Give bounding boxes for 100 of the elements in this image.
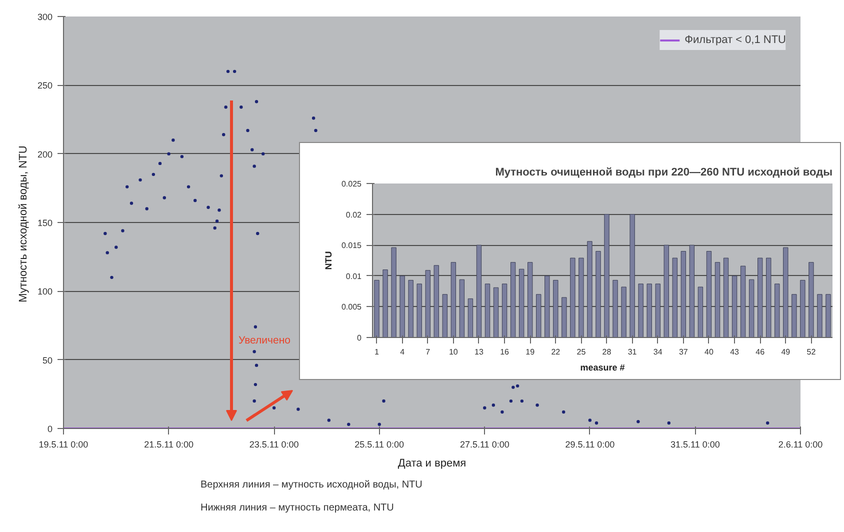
- bar: [528, 262, 533, 338]
- text: Верхняя линия – мутность исходной воды, NTU: [200, 480, 422, 490]
- bar: [562, 297, 567, 338]
- bar: [758, 258, 763, 338]
- bar: [425, 270, 430, 338]
- x-tick-label: 52: [806, 348, 816, 356]
- bar: [630, 214, 635, 338]
- legend-label: Фильтрат < 0,1 NTU: [684, 34, 786, 46]
- bar: [468, 298, 474, 338]
- x-tick-label: 23.5.11 0:00: [249, 440, 299, 450]
- bar: [655, 284, 660, 338]
- bar: [706, 251, 712, 338]
- bar: [740, 266, 746, 338]
- bar: [408, 280, 414, 338]
- y-tick-label: 0.01: [346, 272, 362, 281]
- y-tick-label: 300: [37, 12, 53, 22]
- x-tick-label: 21.5.11 0:00: [144, 440, 194, 450]
- bar: [638, 284, 644, 338]
- bar: [604, 214, 610, 338]
- bar: [664, 244, 669, 338]
- bar: [689, 244, 695, 338]
- y-tick-label: 100: [37, 286, 53, 297]
- text: Нижняя линия – мутность пермеата, NTU: [200, 502, 394, 514]
- x-axis-title: Дата и время: [398, 458, 466, 470]
- x-tick-label: 13: [474, 348, 484, 356]
- bar: [510, 262, 516, 338]
- bar: [774, 284, 780, 338]
- y-axis-title: NTU: [323, 251, 334, 270]
- bar: [723, 258, 729, 338]
- bar: [459, 279, 465, 338]
- x-tick-label: 46: [756, 348, 766, 356]
- bar: [450, 262, 456, 338]
- bar: [672, 258, 678, 338]
- annotation: Увеличено: [238, 334, 291, 346]
- y-tick-label: 0: [357, 334, 362, 342]
- bar: [434, 265, 439, 338]
- bar: [808, 262, 814, 338]
- bar: [502, 284, 508, 338]
- bar: [578, 258, 584, 338]
- x-tick-label: 1: [374, 348, 380, 356]
- chart-title: Мутность очищенной воды при 220—260 NTU исходной воды: [495, 166, 833, 178]
- x-tick-label: 25: [576, 348, 586, 356]
- bar: [817, 294, 822, 338]
- y-tick-label: 150: [37, 218, 53, 228]
- x-tick-label: 2.6.11 0:00: [778, 440, 823, 450]
- bar: [621, 286, 626, 338]
- bar: [596, 251, 601, 338]
- bar: [391, 247, 396, 338]
- x-tick-label: 7: [426, 348, 431, 356]
- x-tick-label: 10: [448, 348, 458, 356]
- x-axis-title: measure #: [580, 362, 625, 372]
- bar: [493, 287, 499, 338]
- bar: [698, 286, 704, 338]
- bar: [783, 247, 788, 338]
- x-tick-label: 31: [628, 348, 638, 356]
- bar: [476, 244, 482, 338]
- x-tick-label: 19: [526, 348, 536, 356]
- y-tick-label: 50: [42, 355, 53, 366]
- bar: [400, 276, 405, 338]
- x-tick-label: 29.5.11 0:00: [565, 440, 615, 450]
- x-tick-label: 16: [500, 348, 510, 356]
- bar: [792, 294, 797, 338]
- bar: [382, 269, 388, 338]
- y-tick-label: 0.005: [341, 302, 362, 312]
- bar: [800, 280, 806, 338]
- bar: [374, 280, 380, 338]
- y-tick-label: 0: [47, 424, 53, 434]
- bar: [646, 284, 652, 338]
- bar: [536, 294, 542, 338]
- x-tick-label: 31.5.11 0:00: [670, 440, 720, 450]
- bar: [544, 276, 550, 338]
- x-tick-label: 40: [704, 348, 714, 356]
- y-tick-label: 200: [37, 149, 53, 160]
- x-tick-label: 43: [730, 348, 740, 356]
- bar: [553, 280, 558, 338]
- y-tick-label: 0.025: [341, 180, 362, 188]
- y-tick-label: 0.015: [341, 241, 362, 250]
- bar: [732, 276, 738, 338]
- bar: [587, 241, 592, 338]
- bar: [442, 294, 448, 338]
- x-tick-label: 37: [678, 348, 688, 356]
- x-tick-label: 28: [602, 348, 612, 356]
- x-tick-label: 25.5.11 0:00: [354, 440, 404, 450]
- x-tick-label: 4: [400, 348, 406, 356]
- bar: [416, 284, 422, 338]
- bar: [680, 251, 686, 338]
- y-axis-title: Мутность исходной воды, NTU: [17, 146, 30, 302]
- x-tick-label: 19.5.11 0:00: [38, 440, 88, 450]
- y-tick-label: 0.02: [346, 210, 362, 220]
- x-tick-label: 34: [653, 348, 663, 356]
- bar: [570, 258, 576, 338]
- bar: [748, 279, 754, 338]
- bar: [484, 284, 490, 338]
- x-tick-label: 22: [551, 348, 561, 356]
- bar: [518, 268, 524, 338]
- bar: [766, 258, 772, 338]
- y-tick-label: 250: [37, 80, 53, 91]
- x-tick-label: 27.5.11 0:00: [460, 440, 510, 450]
- x-tick-label: 49: [781, 348, 791, 356]
- bar: [826, 294, 831, 338]
